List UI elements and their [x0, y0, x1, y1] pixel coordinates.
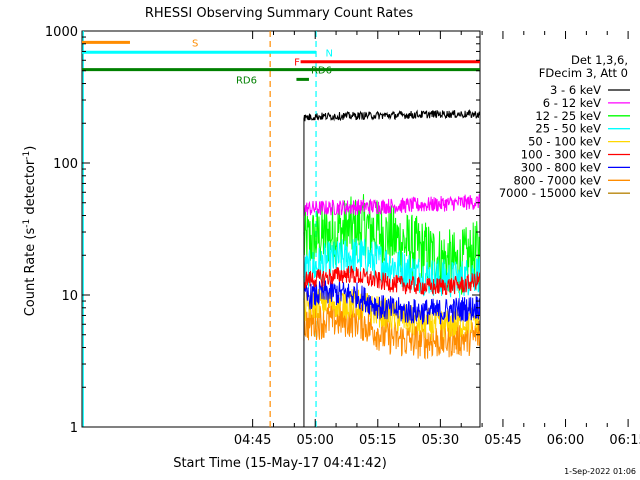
state-extra-label-0: RD6	[236, 75, 257, 86]
legend-label-1: 6 - 12 keV	[543, 96, 601, 110]
legend-label-2: 12 - 25 keV	[535, 109, 601, 123]
series-line-100-300-kev	[303, 265, 480, 296]
legend-label-7: 800 - 7000 keV	[513, 173, 601, 187]
y-tick-label-100: 100	[53, 157, 78, 172]
legend-label-8: 7000 - 15000 keV	[499, 186, 601, 200]
x-tick-label-0445: 04:45	[234, 433, 271, 448]
legend-label-5: 100 - 300 keV	[521, 148, 601, 162]
state-bar-label-1: N	[326, 48, 333, 59]
series-line-800-7000-kev	[303, 302, 480, 360]
series-line-6-12-kev	[303, 194, 480, 217]
legend-header-1: FDecim 3, Att 0	[539, 66, 628, 80]
series-line-12-25-kev	[303, 194, 480, 295]
legend-label-6: 300 - 800 keV	[521, 160, 601, 174]
y-tick-label-1: 1	[70, 421, 78, 436]
x-tick-label-0600: 06:00	[547, 433, 584, 448]
series-line-50-100-kev	[303, 286, 480, 341]
legend-header-0: Det 1,3,6,	[571, 53, 628, 67]
y-axis-label: Count Rate (s-1 detector-1)	[22, 146, 38, 317]
x-tick-label-0545: 05:45	[484, 433, 521, 448]
y-axis: 1 10 100 1000	[45, 25, 480, 436]
state-bar-label-3: F	[294, 58, 300, 69]
legend-label-4: 50 - 100 keV	[528, 135, 601, 149]
footer-timestamp: 1-Sep-2022 01:06	[564, 467, 636, 476]
y-tick-label-1000: 1000	[45, 25, 78, 40]
state-bar-label-4: RD6	[311, 66, 332, 77]
x-tick-label-0530: 05:30	[422, 433, 459, 448]
state-bar-label-0: S	[192, 38, 198, 49]
legend-label-0: 3 - 6 keV	[550, 83, 601, 97]
series-line-25-50-kev	[303, 238, 480, 299]
y-axis-label-sup1: -1	[22, 219, 32, 228]
series-line-3-6-kev	[303, 108, 480, 122]
x-tick-label-0615: 06:15	[609, 433, 640, 448]
y-axis-label-sup2: -1	[22, 151, 32, 160]
x-tick-label-0500: 05:00	[296, 433, 333, 448]
plot-area: S N F RD6 RD6	[81, 30, 481, 428]
chart-title: RHESSI Observing Summary Count Rates	[145, 6, 414, 21]
x-axis-label: Start Time (15-May-17 04:41:42)	[173, 456, 387, 471]
x-tick-label-0515: 05:15	[359, 433, 396, 448]
legend-label-3: 25 - 50 keV	[535, 122, 601, 136]
series-line-300-800-kev	[303, 279, 480, 325]
plot-inner: S N F RD6 RD6	[82, 31, 480, 427]
y-tick-label-10: 10	[61, 289, 78, 304]
plot-frame	[81, 30, 481, 428]
x-axis: 04:45 05:00 05:15 05:30 05:45 06:00 06:15	[234, 31, 640, 448]
